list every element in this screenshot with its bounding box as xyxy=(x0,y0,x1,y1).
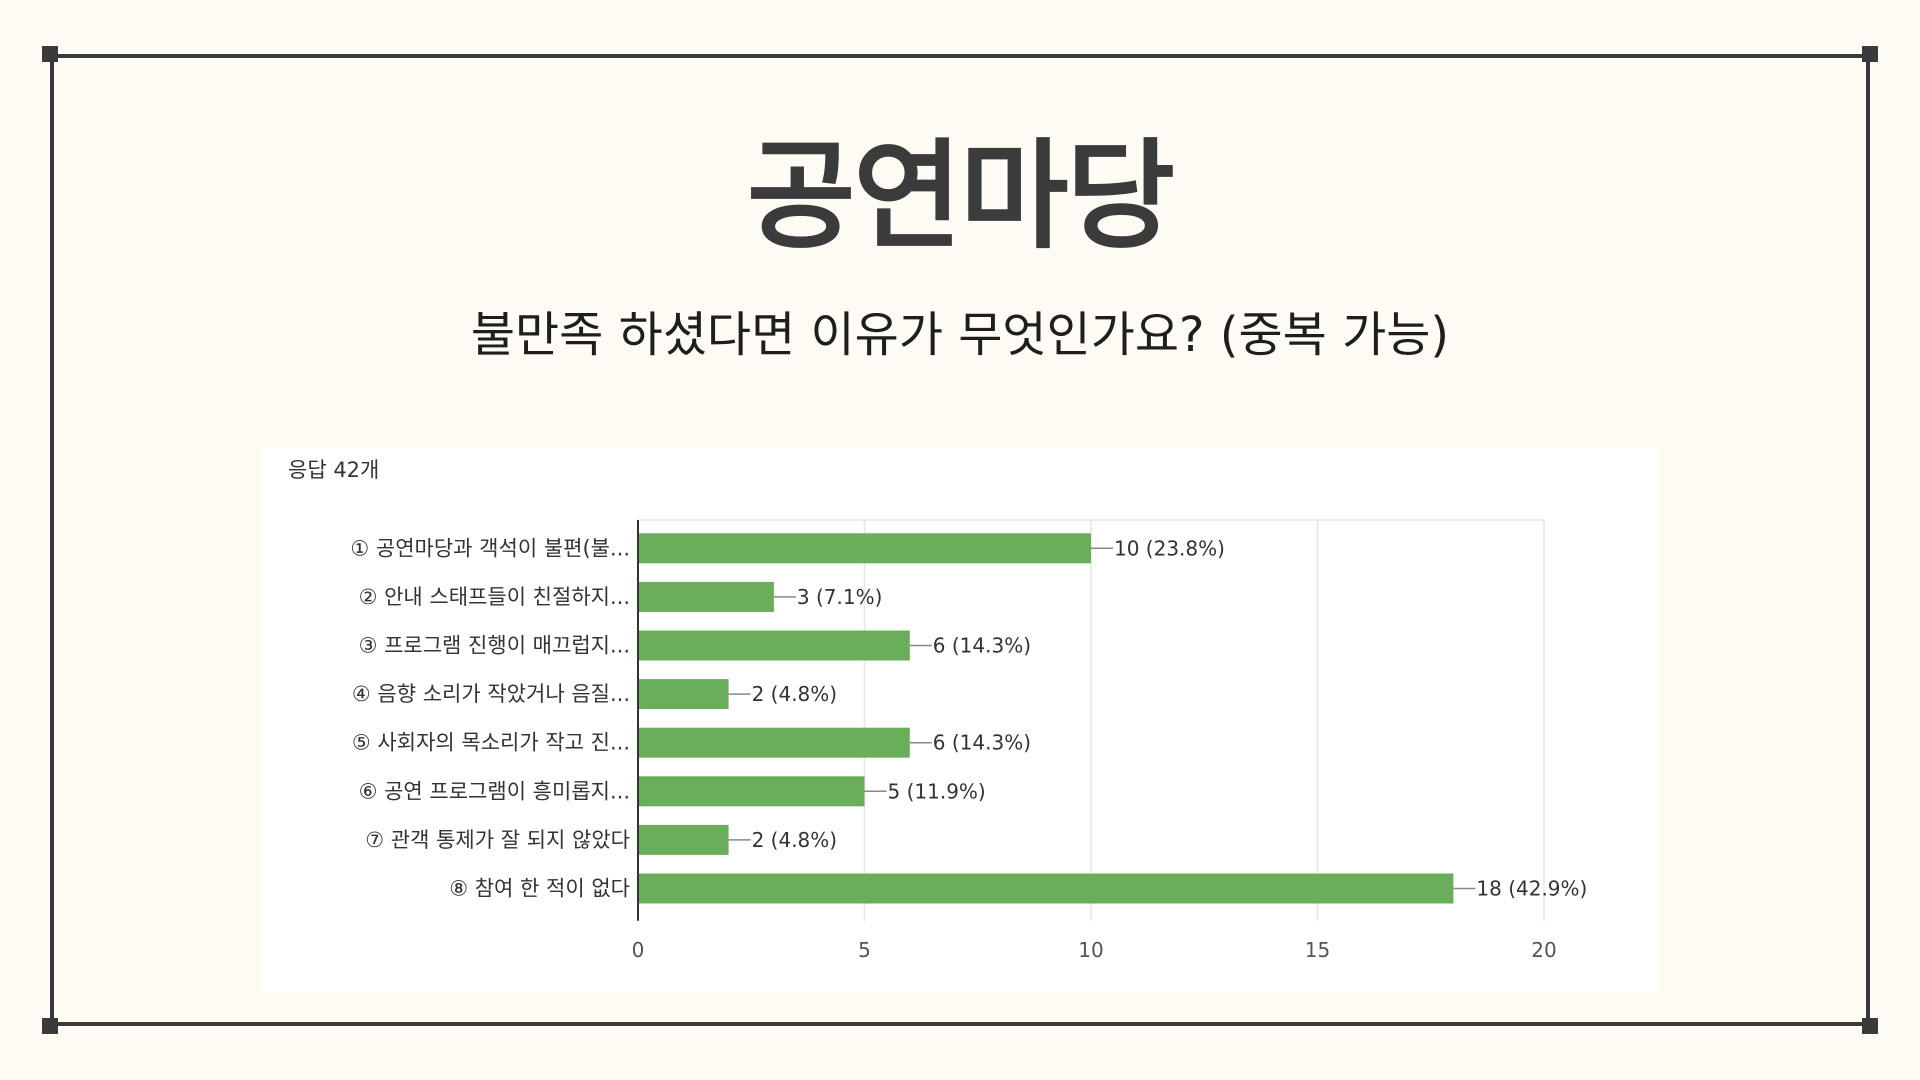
slide-frame xyxy=(50,54,1870,1026)
question-text: 불만족 하셨다면 이유가 무엇인가요? (중복 가능) xyxy=(470,307,1450,363)
page-title: 공연마당 xyxy=(746,127,1175,265)
x-tick-label: 10 xyxy=(1078,938,1103,962)
category-label: ⑧ 참여 한 적이 없다 xyxy=(449,877,630,901)
value-label: 6 (14.3%) xyxy=(933,634,1031,658)
frame-corner-top-right xyxy=(1862,46,1878,62)
value-label: 5 (11.9%) xyxy=(888,779,986,803)
category-label: ⑤ 사회자의 목소리가 작고 진... xyxy=(352,731,630,755)
x-tick-label: 0 xyxy=(632,938,645,962)
bar xyxy=(638,679,729,710)
category-label: ⑥ 공연 프로그램이 흥미롭지... xyxy=(359,779,630,803)
value-label: 18 (42.9%) xyxy=(1476,877,1587,901)
frame-corner-top-left xyxy=(42,46,58,62)
value-label: 2 (4.8%) xyxy=(752,828,838,852)
value-label: 6 (14.3%) xyxy=(933,731,1031,755)
frame-corner-bottom-left xyxy=(42,1018,58,1034)
x-tick-label: 5 xyxy=(858,938,871,962)
value-label: 2 (4.8%) xyxy=(752,682,838,706)
frame-corner-bottom-right xyxy=(1862,1018,1878,1034)
value-label: 3 (7.1%) xyxy=(797,585,883,609)
category-label: ② 안내 스태프들이 친절하지... xyxy=(359,585,630,609)
chart-card: 응답 42개 0 5 10 15 20 ① 공연마당과 객석이 불편(불... 10 (23… xyxy=(262,448,1658,992)
category-label: ③ 프로그램 진행이 매끄럽지... xyxy=(359,634,630,658)
category-label: ④ 음향 소리가 작았거나 음질... xyxy=(352,682,630,706)
category-label: ⑦ 관객 통제가 잘 되지 않았다 xyxy=(365,828,630,852)
value-label: 10 (23.8%) xyxy=(1114,536,1225,560)
bar xyxy=(638,581,774,612)
bar xyxy=(638,776,865,807)
x-tick-label: 20 xyxy=(1531,938,1556,962)
bar-chart: 0 5 10 15 20 ① 공연마당과 객석이 불편(불... 10 (23.8%) ② 안… xyxy=(350,519,1587,962)
bar xyxy=(638,727,910,758)
x-tick-label: 15 xyxy=(1305,938,1330,962)
category-label: ① 공연마당과 객석이 불편(불... xyxy=(350,536,630,560)
bar xyxy=(638,873,1454,904)
bar xyxy=(638,533,1091,564)
bar xyxy=(638,824,729,855)
bar xyxy=(638,630,910,661)
response-count: 응답 42개 xyxy=(288,458,380,482)
